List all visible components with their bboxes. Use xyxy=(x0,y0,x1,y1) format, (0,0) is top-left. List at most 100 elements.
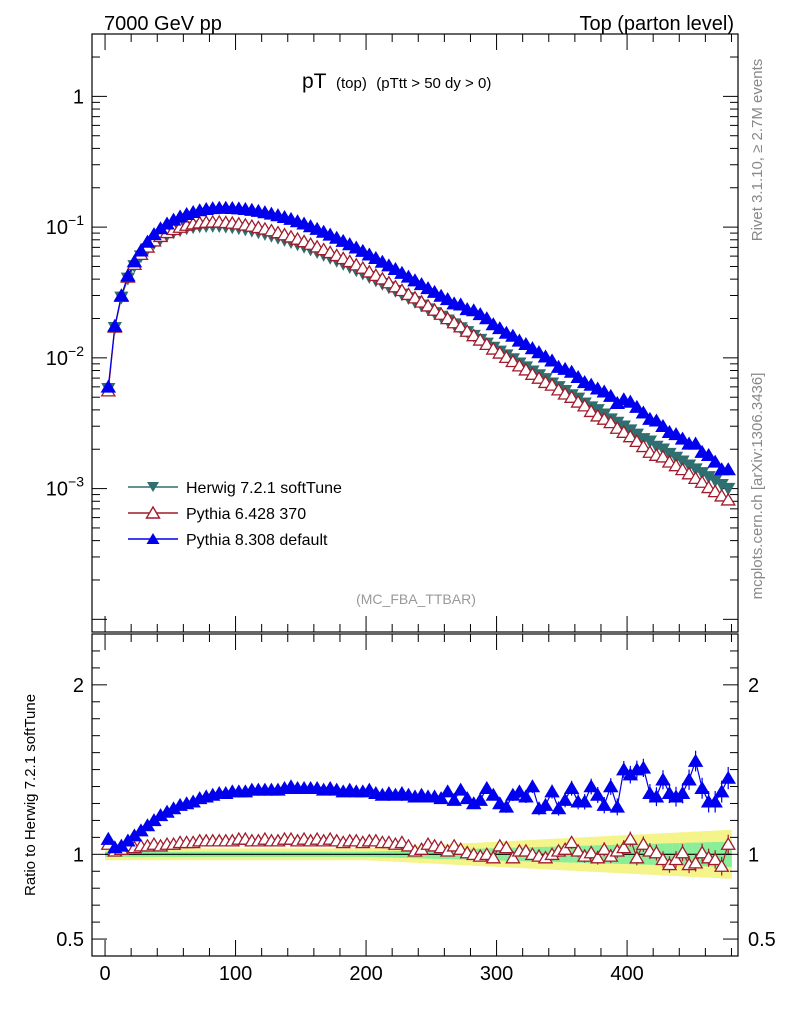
ratio-point-pythia8 xyxy=(603,779,619,793)
ratio-point-pythia8 xyxy=(589,787,606,801)
main-ytick-label: 10−3 xyxy=(46,474,84,501)
ratio-point-pythia8 xyxy=(472,792,488,806)
ratio-point-pythia8 xyxy=(544,784,560,798)
ratio-point-pythia8 xyxy=(433,791,449,805)
ratio-xtick-label: 0 xyxy=(99,963,110,985)
main-point-pythia6 xyxy=(518,362,534,376)
main-point-pythia8 xyxy=(100,379,117,393)
legend-label-pythia6: Pythia 6.428 370 xyxy=(186,506,306,523)
main-point-herwig xyxy=(721,482,736,496)
mcplots-label: mcplots.cern.ch [arXiv:1306.3436] xyxy=(749,373,766,600)
main-panel-frame xyxy=(91,33,739,633)
legend-label-herwig: Herwig 7.2.1 softTune xyxy=(186,480,342,497)
ratio-point-pythia8 xyxy=(563,780,580,794)
legend-marker-pythia6 xyxy=(145,505,161,519)
ratio-point-pythia6 xyxy=(648,845,665,859)
ratio-xtick-label: 400 xyxy=(610,963,643,985)
ratio-point-pythia8 xyxy=(720,770,736,784)
ratio-ytick-labels-left: 0.5 1 2 xyxy=(56,675,84,951)
ratio-ytick-label-right: 1 xyxy=(748,844,759,866)
ratio-point-pythia6 xyxy=(583,845,599,859)
main-point-pythia8 xyxy=(544,353,560,367)
ratio-point-pythia8 xyxy=(655,772,671,786)
main-point-pythia8 xyxy=(139,234,156,248)
ratio-point-pythia8 xyxy=(609,799,626,813)
ratio-point-pythia8 xyxy=(439,784,456,798)
ratio-point-pythia8 xyxy=(596,797,612,811)
ratio-point-pythia8 xyxy=(498,799,515,813)
ratio-point-pythia8 xyxy=(479,780,495,794)
legend-entry-pythia8: Pythia 8.308 default xyxy=(128,532,328,549)
main-point-pythia6 xyxy=(694,474,710,488)
legend-marker-herwig xyxy=(147,482,159,492)
ratio-point-pythia8 xyxy=(511,784,528,798)
main-point-pythia6 xyxy=(629,434,645,448)
legend-marker-pythia8 xyxy=(146,533,160,544)
ratio-xtick-label: 300 xyxy=(480,963,513,985)
ratio-panel: 0.5 1 2 0.5 1 2 0 100 200 300 400 Ratio to Herwi… xyxy=(22,633,776,985)
ratio-point-pythia8 xyxy=(674,786,691,800)
ratio-ytick-label-left: 1 xyxy=(73,844,84,866)
main-point-pythia8 xyxy=(700,447,717,461)
main-point-pythia6 xyxy=(479,337,495,351)
main-point-pythia6 xyxy=(635,439,652,453)
main-point-pythia8 xyxy=(687,436,704,450)
ratio-point-pythia8 xyxy=(694,780,710,794)
main-point-pythia8 xyxy=(596,384,612,398)
ratio-point-pythia8 xyxy=(583,779,599,793)
ratio-point-pythia6 xyxy=(616,840,632,854)
ratio-point-pythia8 xyxy=(707,794,723,808)
ratio-point-pythia6 xyxy=(687,855,704,869)
title-sub-top: (top) xyxy=(336,75,367,92)
main-ytick-label: 1 xyxy=(73,86,84,108)
ratio-point-pythia6 xyxy=(596,841,612,855)
legend-label-pythia8: Pythia 8.308 default xyxy=(186,532,328,549)
main-point-pythia6 xyxy=(707,484,723,498)
legend-entry-pythia6: Pythia 6.428 370 xyxy=(128,505,306,523)
main-ytick-labels: 1 10−1 10−2 10−3 xyxy=(46,86,84,500)
ratio-series-layer xyxy=(100,750,736,876)
ratio-point-pythia6 xyxy=(674,845,691,859)
ratio-point-pythia8 xyxy=(635,760,652,774)
ratio-point-pythia8 xyxy=(687,753,704,767)
main-point-pythia8 xyxy=(492,321,508,335)
plot-title: pT (top) (pTtt > 50 dy > 0) xyxy=(302,70,491,93)
ratio-point-pythia6 xyxy=(720,836,736,850)
analysis-tag: (MC_FBA_TTBAR) xyxy=(356,591,476,607)
main-point-pythia8 xyxy=(452,297,469,311)
ratio-point-pythia6 xyxy=(707,852,723,866)
ratio-point-pythia8 xyxy=(648,789,665,803)
ratio-point-pythia6 xyxy=(668,852,684,866)
main-point-pythia8 xyxy=(674,431,691,445)
main-point-pythia6 xyxy=(655,449,671,463)
main-point-pythia8 xyxy=(505,328,521,342)
ratio-ytick-label-right: 2 xyxy=(748,675,759,697)
main-point-pythia8 xyxy=(707,454,723,468)
main-point-pythia8 xyxy=(655,418,671,432)
main-point-pythia6 xyxy=(465,328,482,342)
main-point-pythia8 xyxy=(570,370,586,384)
main-series-layer xyxy=(100,200,736,506)
main-point-pythia8 xyxy=(107,318,123,332)
main-line-herwig xyxy=(107,225,729,490)
ratio-ytick-label-left: 0.5 xyxy=(56,929,84,951)
title-sub-cuts: (pTtt > 50 dy > 0) xyxy=(376,75,491,92)
ratio-point-pythia6 xyxy=(629,850,645,864)
header-right: Top (parton level) xyxy=(579,13,734,35)
main-point-pythia6 xyxy=(531,370,547,384)
main-point-pythia8 xyxy=(622,394,639,408)
main-point-pythia8 xyxy=(113,288,130,302)
ratio-point-pythia6 xyxy=(485,850,502,864)
main-point-pythia6 xyxy=(576,398,593,412)
main-point-pythia6 xyxy=(452,319,469,333)
main-point-pythia8 xyxy=(531,345,547,359)
ratio-point-pythia8 xyxy=(446,792,462,806)
main-point-pythia6 xyxy=(433,306,449,320)
ratio-ytick-label-left: 2 xyxy=(73,675,84,697)
main-axis-ticks xyxy=(92,33,738,632)
rivet-label: Rivet 3.1.10, ≥ 2.7M events xyxy=(749,59,766,242)
ratio-point-pythia6 xyxy=(498,840,515,854)
main-point-pythia6 xyxy=(583,404,599,418)
main-point-pythia8 xyxy=(439,292,456,306)
